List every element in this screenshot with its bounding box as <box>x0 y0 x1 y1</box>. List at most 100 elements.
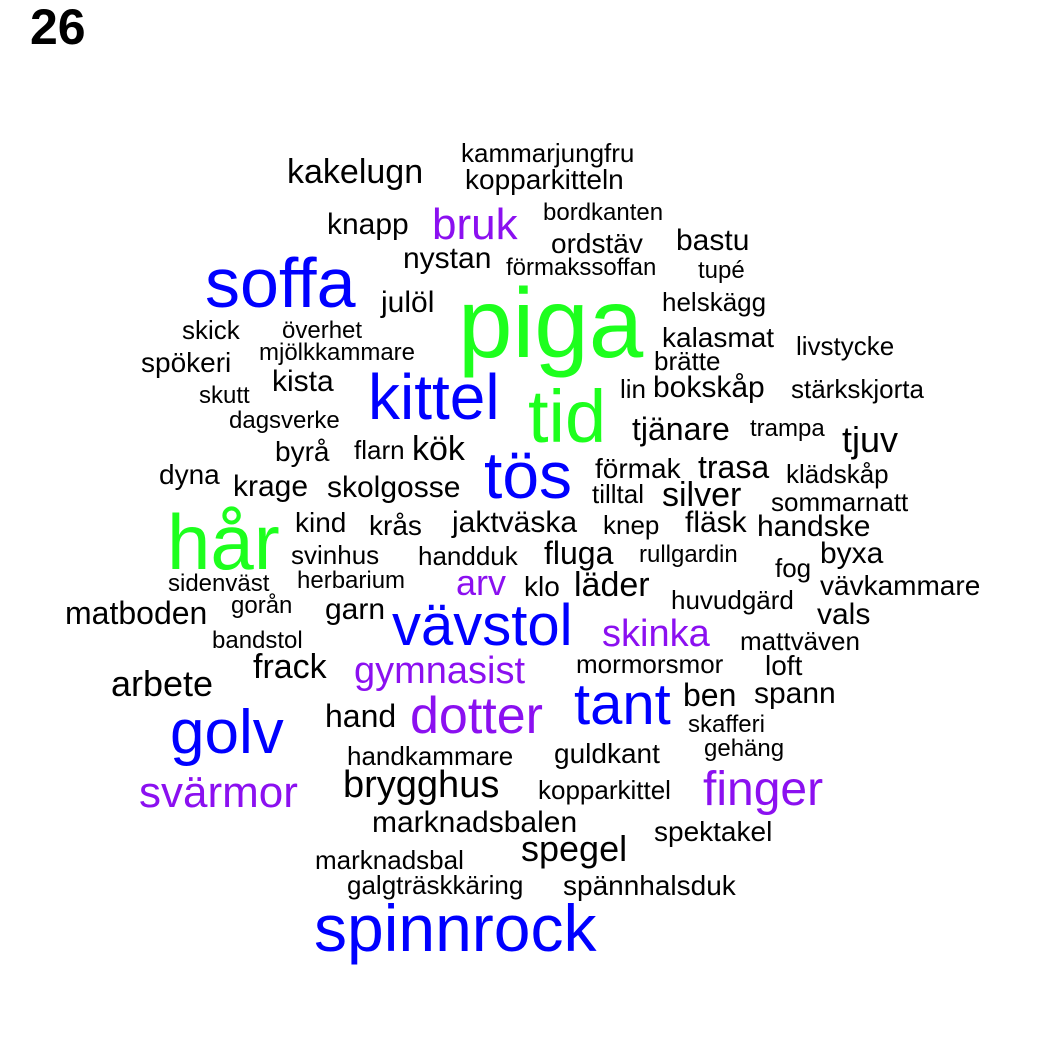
word-rullgardin: rullgardin <box>639 541 738 568</box>
word-tilltal: tilltal <box>592 479 645 509</box>
word-bratte: brätte <box>654 346 721 376</box>
word-skutt: skutt <box>199 382 250 409</box>
word-marknadsbal: marknadsbal <box>315 845 464 875</box>
word-kind: kind <box>295 507 347 538</box>
word-byra: byrå <box>275 436 330 467</box>
word-krage: krage <box>233 470 309 503</box>
word-matboden: matboden <box>65 595 208 631</box>
word-nystan: nystan <box>403 242 492 275</box>
word-kakelugn: kakelugn <box>287 153 424 191</box>
word-kittel: kittel <box>368 361 500 433</box>
word-gymnasist: gymnasist <box>354 650 526 692</box>
word-arbete: arbete <box>111 663 214 704</box>
word-julol: julöl <box>381 286 435 319</box>
word-formak: förmak <box>595 453 681 484</box>
word-vavkammare: vävkammare <box>820 570 981 601</box>
word-tupe: tupé <box>698 257 745 284</box>
word-byxa: byxa <box>820 537 884 570</box>
word-mormorsmor: mormorsmor <box>576 649 724 679</box>
word-skick: skick <box>182 315 240 345</box>
word-tjanare: tjänare <box>632 411 730 447</box>
word-kopparkitteln: kopparkitteln <box>465 164 624 195</box>
word-ordstav: ordstäv <box>551 228 643 259</box>
word-bordkanten: bordkanten <box>543 199 664 226</box>
word-fluga: fluga <box>544 535 614 571</box>
word-dyna: dyna <box>159 459 220 490</box>
word-goran: gorån <box>231 592 293 619</box>
word-spannhalsduk: spännhalsduk <box>563 870 736 901</box>
word-marknadsbalen: marknadsbalen <box>372 806 578 839</box>
word-handkammare: handkammare <box>347 741 514 771</box>
word-svinhus: svinhus <box>291 540 380 570</box>
word-mjolkkammare: mjölkkammare <box>259 339 416 366</box>
word-silver: silver <box>662 476 742 514</box>
word-fog: fog <box>775 553 812 583</box>
word-trasa: trasa <box>698 449 770 485</box>
word-jaktvaska: jaktväska <box>452 506 578 539</box>
word-vals: vals <box>817 598 871 631</box>
word-flarn: flarn <box>354 435 405 465</box>
word-herbarium: herbarium <box>297 567 406 594</box>
word-lader: läder <box>574 566 650 604</box>
word-kras: krås <box>369 510 422 541</box>
word-tjuv: tjuv <box>842 419 899 460</box>
word-skinka: skinka <box>602 613 710 655</box>
word-vavstol: vävstol <box>392 593 573 658</box>
word-tos: tös <box>484 438 573 512</box>
word-lin: lin <box>620 374 647 404</box>
word-helskagg: helskägg <box>662 287 767 317</box>
word-kammarjungfru: kammarjungfru <box>461 138 635 168</box>
word-ben: ben <box>683 677 737 713</box>
word-starkskjorta: stärkskjorta <box>791 374 924 404</box>
page-number: 26 <box>30 0 86 55</box>
word-tid: tid <box>528 375 607 458</box>
word-bokskap: bokskåp <box>653 371 765 404</box>
word-frack: frack <box>253 648 327 686</box>
word-piga: piga <box>458 268 644 378</box>
word-sidenvast: sidenväst <box>168 570 270 597</box>
word-soffa: soffa <box>205 244 356 322</box>
word-finger: finger <box>703 763 824 816</box>
word-golv: golv <box>170 698 284 767</box>
word-handduk: handduk <box>418 541 518 571</box>
word-huvudgard: huvudgärd <box>671 585 794 615</box>
word-guldkant: guldkant <box>554 738 660 769</box>
word-kista: kista <box>272 365 334 398</box>
word-skafferi: skafferi <box>688 711 765 738</box>
word-loft: loft <box>765 650 803 681</box>
word-bruk: bruk <box>432 200 518 249</box>
word-livstycke: livstycke <box>796 331 895 361</box>
word-bastu: bastu <box>676 224 750 257</box>
word-knapp: knapp <box>327 208 409 241</box>
word-formakssoffan: förmakssoffan <box>506 254 657 281</box>
word-kladskap: klädskåp <box>786 459 889 489</box>
word-har: hår <box>167 498 280 586</box>
word-spektakel: spektakel <box>654 816 773 847</box>
word-kalasmat: kalasmat <box>662 322 775 353</box>
word-trampa: trampa <box>750 415 825 442</box>
word-hand: hand <box>325 698 397 734</box>
word-flask: fläsk <box>685 506 747 539</box>
word-galgtraskkaring: galgträskkäring <box>347 870 524 900</box>
word-spegel: spegel <box>521 828 628 869</box>
word-handske: handske <box>757 510 871 543</box>
word-brygghus: brygghus <box>343 764 500 806</box>
word-kok: kök <box>412 430 465 468</box>
word-tant: tant <box>574 672 671 737</box>
word-klo: klo <box>524 571 560 602</box>
word-knep: knep <box>603 510 660 540</box>
word-sommarnatt: sommarnatt <box>771 487 909 517</box>
word-spann: spann <box>754 677 836 710</box>
word-arv: arv <box>456 562 507 603</box>
word-spokeri: spökeri <box>141 347 232 378</box>
word-kopparkittel: kopparkittel <box>538 775 671 805</box>
word-gehang: gehäng <box>704 735 785 762</box>
word-bandstol: bandstol <box>212 627 303 654</box>
word-svarmor: svärmor <box>139 768 298 817</box>
word-garn: garn <box>325 593 386 626</box>
word-spinnrock: spinnrock <box>314 891 597 965</box>
word-overhet: överhet <box>282 317 363 344</box>
word-skolgosse: skolgosse <box>327 471 461 504</box>
word-dagsverke: dagsverke <box>229 407 340 434</box>
